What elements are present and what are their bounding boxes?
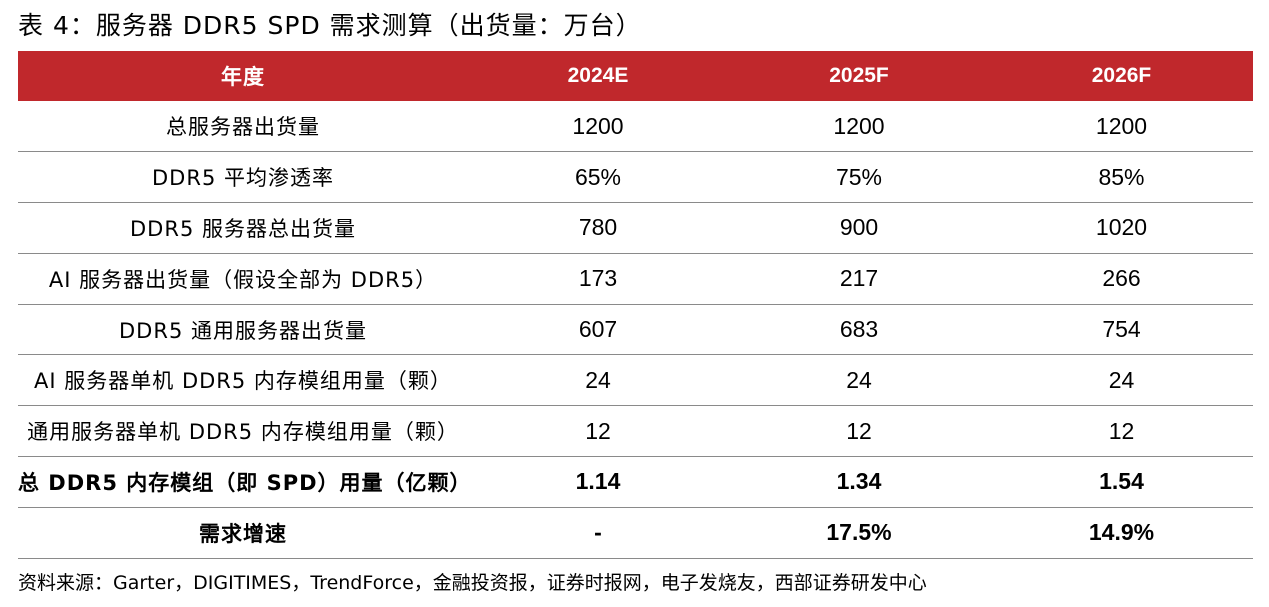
- cell-2025f: 75%: [835, 163, 883, 190]
- cell-2025f: 12: [846, 417, 872, 444]
- table-row: AI 服务器单机 DDR5 内存模组用量（颗） 24 24 24: [18, 355, 1253, 406]
- row-label: 总服务器出货量: [166, 115, 320, 140]
- cell-2025f: 1200: [833, 112, 885, 139]
- cell-2025f: 900: [839, 214, 879, 241]
- cell-2024e: 12: [585, 417, 611, 444]
- data-table: 年度 2024E 2025F 2026F 总服务器出货量 1200 1200 1…: [18, 51, 1253, 559]
- cell-2024e: 173: [578, 265, 618, 292]
- cell-2026f: 85%: [1098, 163, 1145, 190]
- cell-2026f: 266: [1102, 265, 1141, 292]
- cell-2025f: 683: [839, 316, 879, 343]
- cell-2024e: 65%: [574, 163, 622, 190]
- cell-2025f: 217: [839, 265, 879, 292]
- table-title: 表 4：服务器 DDR5 SPD 需求测算（出货量：万台）: [18, 11, 642, 40]
- cell-2026f: 14.9%: [1088, 519, 1155, 546]
- table-row: 总服务器出货量 1200 1200 1200: [18, 101, 1253, 152]
- cell-2025f: 24: [846, 366, 872, 393]
- table-row: DDR5 通用服务器出货量 607 683 754: [18, 304, 1253, 355]
- cell-2026f: 12: [1108, 417, 1135, 444]
- cell-2025f: 17.5%: [826, 519, 892, 546]
- row-label: 通用服务器单机 DDR5 内存模组用量（颗）: [27, 420, 459, 445]
- row-label: DDR5 服务器总出货量: [130, 216, 356, 241]
- row-label: DDR5 通用服务器出货量: [119, 318, 367, 343]
- cell-2026f: 24: [1108, 366, 1135, 393]
- header-2026f: 2026F: [1091, 64, 1152, 87]
- cell-2026f: 1.54: [1099, 468, 1144, 495]
- header-year: 年度: [221, 65, 265, 89]
- source-note: 资料来源：Garter，DIGITIMES，TrendForce，金融投资报，证…: [18, 572, 927, 594]
- cell-2026f: 1020: [1095, 214, 1148, 241]
- table-header-row: 年度 2024E 2025F 2026F: [18, 51, 1253, 101]
- cell-2024e: 1.14: [575, 468, 621, 495]
- table-row: 通用服务器单机 DDR5 内存模组用量（颗） 12 12 12: [18, 406, 1253, 457]
- table-row-growth: 需求增速 - 17.5% 14.9%: [18, 507, 1253, 559]
- row-label: 总 DDR5 内存模组（即 SPD）用量（亿颗）: [18, 470, 472, 495]
- cell-2024e: -: [594, 519, 602, 546]
- cell-2024e: 780: [578, 214, 618, 241]
- row-label: 需求增速: [199, 521, 287, 546]
- row-label: DDR5 平均渗透率: [152, 166, 334, 191]
- cell-2024e: 607: [578, 316, 618, 343]
- header-2024e: 2024E: [567, 64, 629, 87]
- cell-2024e: 1200: [572, 112, 624, 139]
- table-row-total: 总 DDR5 内存模组（即 SPD）用量（亿颗） 1.14 1.34 1.54: [18, 457, 1253, 508]
- cell-2025f: 1.34: [836, 468, 882, 495]
- table-row: DDR5 服务器总出货量 780 900 1020: [18, 203, 1253, 254]
- table-row: AI 服务器出货量（假设全部为 DDR5） 173 217 266: [18, 253, 1253, 305]
- cell-2026f: 754: [1102, 316, 1141, 343]
- cell-2024e: 24: [585, 366, 611, 393]
- cell-2026f: 1200: [1095, 112, 1148, 139]
- header-2025f: 2025F: [829, 64, 889, 87]
- row-label: AI 服务器出货量（假设全部为 DDR5）: [48, 267, 438, 292]
- row-label: AI 服务器单机 DDR5 内存模组用量（颗）: [34, 369, 452, 394]
- table-row: DDR5 平均渗透率 65% 75% 85%: [18, 152, 1253, 203]
